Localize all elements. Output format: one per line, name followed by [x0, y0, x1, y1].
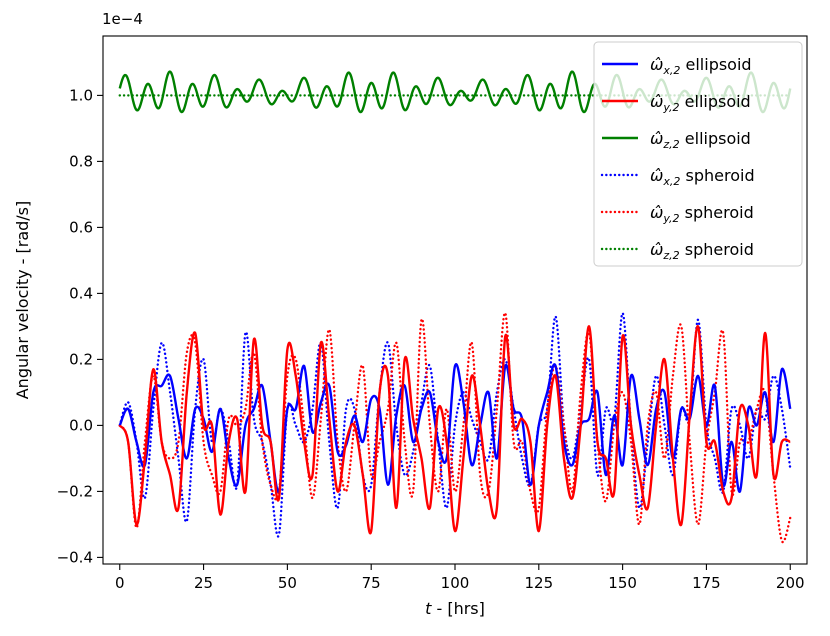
legend-label-5: ω̂z,2 spheroid — [650, 240, 754, 262]
legend-suffix: spheroid — [680, 240, 754, 259]
legend-label-3: ω̂x,2 spheroid — [650, 166, 755, 188]
x-tick-label: 175 — [692, 574, 721, 592]
series-line-1 — [118, 325, 791, 535]
x-tick-label: 125 — [524, 574, 553, 592]
legend-symbol: ω̂ — [650, 129, 663, 148]
legend-subscript: x,2 — [662, 175, 680, 188]
legend-symbol: ω̂ — [650, 55, 663, 74]
legend-label-0: ω̂x,2 ellipsoid — [650, 55, 752, 77]
x-tick-label: 75 — [362, 574, 381, 592]
legend-label-4: ω̂y,2 spheroid — [650, 203, 754, 225]
x-tick-label: 150 — [608, 574, 637, 592]
x-axis-label-unit: - [hrs] — [431, 599, 484, 618]
x-tick-label: 25 — [194, 574, 213, 592]
x-tick-label: 100 — [441, 574, 470, 592]
legend-subscript: z,2 — [662, 138, 679, 151]
x-tick-label: 0 — [115, 574, 125, 592]
legend-subscript: x,2 — [662, 64, 680, 77]
legend-suffix: ellipsoid — [680, 92, 751, 111]
y-tick-label: 0.2 — [69, 350, 93, 368]
legend-subscript: z,2 — [662, 249, 679, 262]
legend-suffix: spheroid — [680, 203, 754, 222]
y-axis-label: Angular velocity - [rad/s] — [13, 201, 32, 400]
legend-symbol: ω̂ — [650, 240, 663, 259]
legend-box — [593, 41, 803, 267]
legend-symbol: ω̂ — [650, 203, 663, 222]
legend-suffix: ellipsoid — [680, 55, 751, 74]
x-tick-label: 50 — [278, 574, 297, 592]
legend-suffix: spheroid — [680, 166, 754, 185]
y-tick-label: 0.4 — [69, 284, 93, 302]
y-tick-label: −0.4 — [57, 548, 93, 566]
x-axis-label: t - [hrs] — [425, 599, 485, 618]
legend-symbol: ω̂ — [650, 166, 663, 185]
legend-subscript: y,2 — [662, 101, 679, 114]
x-axis-label-variable: t — [425, 599, 432, 618]
axes: 0 25 50 75 100 125 150 175 200 −0.4 −0.2 0.0 0.2 0.4 0… — [57, 35, 808, 592]
axis-offset-text: 1e−4 — [102, 10, 143, 28]
x-tick-label: 200 — [776, 574, 805, 592]
series-line-3 — [118, 311, 792, 538]
legend-subscript: y,2 — [662, 212, 679, 225]
y-tick-label: 0.0 — [69, 416, 93, 434]
legend-symbol: ω̂ — [650, 92, 663, 111]
y-tick-label: 0.6 — [69, 218, 93, 236]
y-tick-label: −0.2 — [57, 482, 93, 500]
y-tick-label: 0.8 — [69, 152, 93, 170]
legend-label-1: ω̂y,2 ellipsoid — [650, 92, 751, 114]
legend-label-2: ω̂z,2 ellipsoid — [650, 129, 751, 151]
y-tick-label: 1.0 — [69, 86, 93, 104]
legend-suffix: ellipsoid — [680, 129, 751, 148]
series-line-0 — [118, 362, 792, 493]
